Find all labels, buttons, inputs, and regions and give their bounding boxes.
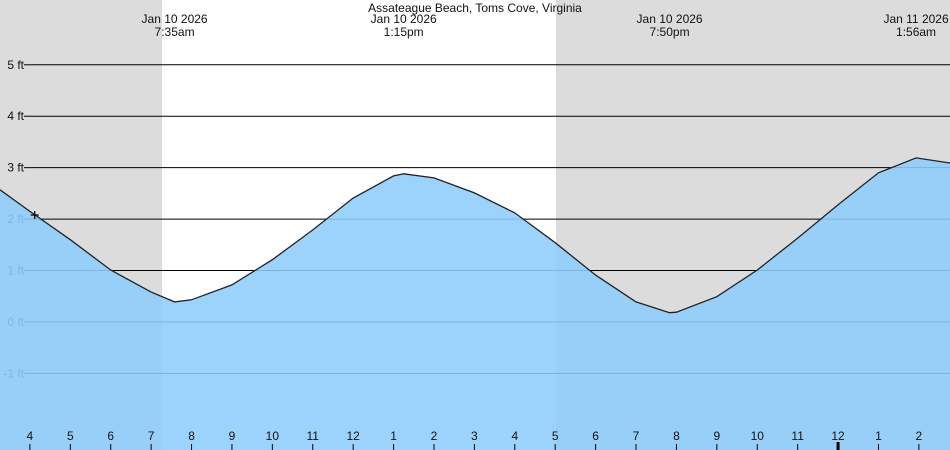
x-tick-label: 2	[431, 429, 438, 443]
event-date: Jan 10 2026	[637, 12, 703, 26]
x-tick-label: 2	[916, 429, 923, 443]
current-marker	[30, 210, 39, 219]
y-tick-label: 4 ft	[7, 109, 24, 123]
x-tick-label: 12	[346, 429, 360, 443]
y-tick-label: 3 ft	[7, 161, 24, 175]
x-tick-label: 11	[307, 429, 320, 443]
event-date: Jan 11 2026	[883, 12, 948, 26]
event-time: 1:15pm	[384, 25, 424, 39]
x-tick-label: 8	[188, 429, 195, 443]
x-tick-label: 7	[633, 429, 640, 443]
event-date: Jan 10 2026	[371, 12, 437, 26]
x-tick-label: 4	[27, 429, 34, 443]
x-tick-label: 6	[107, 429, 114, 443]
x-tick-label: 5	[67, 429, 74, 443]
x-tick-label: 8	[673, 429, 680, 443]
x-tick-label: 6	[592, 429, 599, 443]
x-tick-label: 3	[471, 429, 478, 443]
x-tick-label: 5	[552, 429, 559, 443]
x-tick-label: 1	[390, 429, 397, 443]
x-tick-label: 12	[831, 429, 845, 443]
event-date: Jan 10 2026	[142, 12, 208, 26]
tide-line	[0, 157, 950, 314]
y-tick-label: 5 ft	[7, 58, 24, 72]
x-tick-label: 4	[511, 429, 518, 443]
x-tick-label: 9	[229, 429, 236, 443]
event-time: 1:56am	[896, 25, 936, 39]
x-tick-label: 10	[751, 429, 765, 443]
x-tick-label: 7	[148, 429, 155, 443]
event-time: 7:35am	[155, 25, 195, 39]
tide-area	[0, 157, 950, 450]
x-tick-label: 1	[875, 429, 882, 443]
x-tick-label: 10	[266, 429, 280, 443]
chart-title: Assateague Beach, Toms Cove, Virginia	[368, 1, 582, 15]
x-tick-label: 11	[791, 429, 804, 443]
event-time: 7:50pm	[650, 25, 690, 39]
x-tick-label: 9	[714, 429, 721, 443]
